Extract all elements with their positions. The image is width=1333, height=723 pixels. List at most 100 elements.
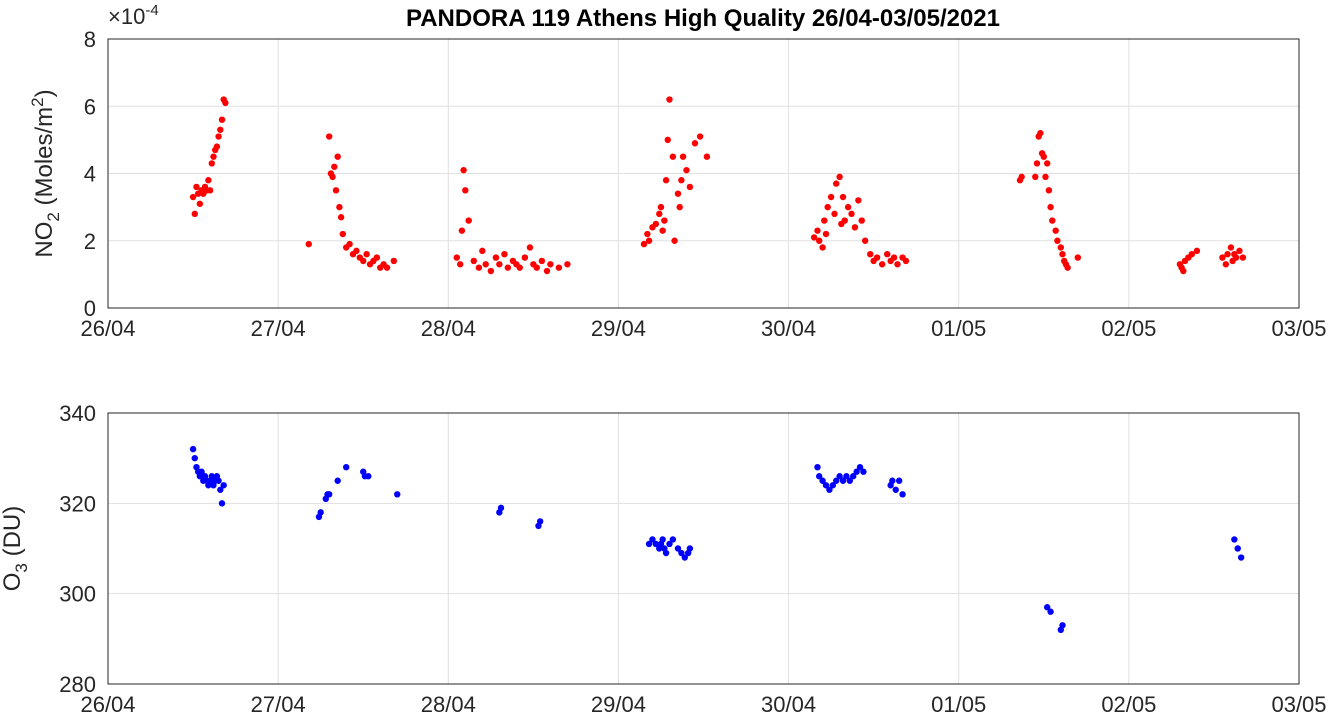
x-tick-label: 28/04 (421, 692, 476, 717)
data-point (645, 237, 653, 244)
data-point (543, 267, 551, 275)
data-point (824, 203, 831, 211)
data-point (564, 261, 571, 268)
data-point (329, 173, 336, 181)
data-point (325, 133, 333, 140)
x-tick-label: 27/04 (251, 692, 306, 717)
data-point (334, 477, 341, 484)
data-point (334, 153, 341, 160)
data-point (533, 264, 540, 271)
x-tick-label: 30/04 (761, 692, 816, 717)
no2-y-axis-label: NO2 (Moles/m2) (28, 89, 63, 257)
no2-exponent-label: ×10-4 (108, 2, 159, 29)
data-point (686, 545, 694, 552)
data-point (1033, 160, 1041, 167)
data-point (336, 203, 343, 211)
data-point (1064, 264, 1071, 271)
x-tick-label: 29/04 (591, 692, 646, 717)
y-tick-label: 0 (84, 296, 96, 321)
data-point (652, 220, 660, 228)
data-point (453, 254, 460, 261)
x-tick-label: 03/05 (1271, 692, 1326, 717)
data-point (218, 500, 226, 507)
data-point (867, 251, 874, 258)
data-point (822, 230, 830, 238)
data-point (679, 153, 687, 160)
data-point (819, 244, 826, 251)
data-point (220, 482, 227, 489)
data-point (683, 166, 690, 174)
data-point (213, 143, 221, 150)
data-point (833, 180, 840, 187)
data-point (343, 464, 350, 471)
data-point (390, 257, 398, 265)
data-point (671, 237, 678, 244)
y-tick-label: 340 (59, 401, 96, 426)
data-point (1180, 267, 1187, 275)
data-point (1059, 622, 1066, 629)
x-tick-label: 01/05 (931, 692, 986, 717)
chart-title: PANDORA 119 Athens High Quality 26/04-03… (406, 5, 1000, 32)
data-point (873, 254, 881, 261)
o3-axes-box (107, 412, 1300, 685)
data-point (521, 254, 529, 261)
data-point (462, 187, 469, 194)
data-point (856, 464, 864, 471)
data-point (218, 116, 226, 123)
data-point (1047, 608, 1054, 615)
data-point (889, 477, 896, 484)
data-point (208, 160, 215, 167)
data-point (666, 540, 673, 548)
data-point (325, 491, 333, 498)
x-tick-label: 02/05 (1101, 692, 1156, 717)
data-point (365, 473, 372, 480)
data-point (855, 197, 862, 204)
data-point (890, 254, 898, 261)
data-point (208, 473, 215, 480)
data-point (1219, 254, 1226, 261)
data-point (858, 217, 865, 224)
o3-gridlines (107, 412, 1300, 685)
data-point (456, 261, 464, 268)
data-point (686, 183, 694, 191)
data-point (460, 166, 467, 174)
data-point (196, 200, 204, 207)
data-point (853, 468, 860, 475)
data-point (1049, 217, 1056, 224)
data-point (482, 261, 489, 268)
data-point (360, 257, 367, 265)
no2-y-tick-labels: 0 2 4 6 8 (84, 27, 96, 321)
data-point (827, 193, 835, 201)
data-point (1054, 237, 1061, 244)
data-point (821, 217, 828, 224)
data-point (215, 477, 222, 484)
data-point (676, 203, 683, 211)
x-tick-label: 26/04 (80, 316, 135, 341)
data-point (839, 477, 847, 484)
data-point (656, 210, 663, 218)
data-point (526, 244, 534, 251)
data-point (332, 187, 340, 194)
data-point (691, 140, 699, 147)
data-point (504, 264, 512, 271)
no2-panel: 26/04 27/04 28/04 29/04 30/04 01/05 02/05 03/05… (28, 2, 1327, 341)
y-tick-label: 300 (59, 582, 96, 607)
data-point (844, 203, 852, 211)
data-point (394, 491, 401, 498)
data-point (1042, 173, 1049, 181)
x-tick-label: 27/04 (251, 316, 306, 341)
x-tick-label: 26/04 (80, 692, 135, 717)
data-point (1059, 251, 1066, 258)
data-point (841, 217, 848, 224)
data-point (666, 96, 673, 103)
data-point (1037, 129, 1044, 137)
y-tick-label: 6 (84, 94, 96, 119)
data-point (547, 261, 554, 268)
data-point (215, 133, 222, 140)
o3-y-tick-labels: 280 300 320 340 (59, 401, 96, 697)
data-point (861, 237, 869, 244)
x-tick-label: 29/04 (591, 316, 646, 341)
data-point (850, 473, 857, 480)
data-point (1018, 173, 1025, 181)
